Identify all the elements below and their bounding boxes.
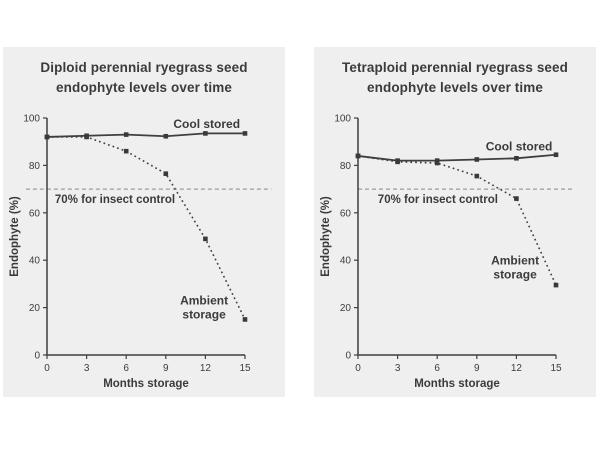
cool-stored-marker <box>123 132 129 137</box>
chart-plot: 70% for insect control 0 20 40 60 80 100 0 3 6 9 12… <box>9 114 272 390</box>
chart-panel-tetraploid: Tetraploid perennial ryegrass seed endoph… <box>314 47 596 397</box>
chart-plot: 70% for insect control 0 20 40 60 80 100 0 3 6 9 12… <box>320 114 575 390</box>
cool-stored-label: Cool stored <box>486 139 553 153</box>
ambient-storage-marker <box>44 134 50 140</box>
chart-title: Tetraploid perennial ryegrass seed endoph… <box>314 58 596 97</box>
ambient-storage-marker <box>84 134 89 140</box>
y-tick-label: 60 <box>340 208 352 219</box>
cool-stored-line <box>46 132 245 138</box>
cool-stored-line <box>357 153 557 162</box>
cool-stored-marker <box>434 158 440 163</box>
y-axis-label: Endophyte (%) <box>9 196 21 277</box>
x-tick-label: 9 <box>163 363 169 374</box>
ambient-storage-marker <box>355 153 361 159</box>
chart-title-line: endophyte levels over time <box>367 79 543 95</box>
x-tick-label: 0 <box>44 363 50 374</box>
x-tick-label: 6 <box>434 363 440 374</box>
x-tick-label: 12 <box>511 363 523 374</box>
x-tick-label: 15 <box>239 363 251 374</box>
cool-stored-marker <box>163 133 169 139</box>
y-tick-label: 40 <box>340 256 352 267</box>
ambient-storage-marker <box>163 171 169 176</box>
ambient-storage-marker <box>553 282 559 288</box>
chart-title: Diploid perennial ryegrass seed endophyte… <box>3 58 285 97</box>
y-tick-label: 40 <box>29 256 41 267</box>
ambient-storage-label: Ambient <box>491 253 539 267</box>
x-axis-label: Months storage <box>103 378 189 390</box>
chart-title-line: Diploid perennial ryegrass seed <box>40 60 248 75</box>
x-tick-label: 3 <box>395 363 401 374</box>
ambient-storage-marker <box>395 159 400 165</box>
y-tick-label: 0 <box>345 351 351 362</box>
cool-stored-marker <box>514 155 519 161</box>
y-tick-label: 100 <box>23 114 40 125</box>
cool-stored-marker <box>203 131 208 136</box>
cool-stored-label: Cool stored <box>173 117 240 131</box>
y-tick-label: 20 <box>340 303 352 314</box>
ambient-storage-line <box>357 155 557 286</box>
axes <box>357 118 556 356</box>
ambient-storage-marker <box>434 160 440 166</box>
threshold-label: 70% for insect control <box>55 194 175 206</box>
cool-stored-marker <box>553 152 559 158</box>
y-tick-label: 20 <box>29 303 41 314</box>
y-tick-label: 0 <box>34 351 40 362</box>
chart-title-line: endophyte levels over time <box>56 79 232 95</box>
ambient-storage-marker <box>474 173 480 179</box>
x-tick-label: 12 <box>200 363 212 374</box>
ambient-storage-label: storage <box>493 267 537 281</box>
x-tick-label: 0 <box>355 363 361 374</box>
ambient-storage-marker <box>514 196 519 201</box>
ambient-storage-marker <box>123 148 129 154</box>
x-tick-label: 6 <box>123 363 129 374</box>
y-tick-label: 100 <box>334 114 351 125</box>
cool-stored-marker <box>474 157 480 162</box>
ambient-storage-label: Ambient <box>180 294 228 308</box>
x-axis-label: Months storage <box>414 378 500 390</box>
y-tick-label: 80 <box>340 161 352 172</box>
x-tick-label: 3 <box>84 363 90 374</box>
y-axis-label: Endophyte (%) <box>320 196 332 277</box>
y-tick-label: 60 <box>29 208 41 219</box>
ambient-storage-label: storage <box>182 308 226 322</box>
ambient-storage-line <box>47 136 246 320</box>
chart-panel-diploid: Diploid perennial ryegrass seed endophyte… <box>3 47 285 397</box>
x-tick-label: 9 <box>474 363 480 374</box>
chart-title-line: Tetraploid perennial ryegrass seed <box>342 60 568 75</box>
ambient-storage-marker <box>203 236 208 242</box>
x-tick-label: 15 <box>550 363 562 374</box>
threshold-label: 70% for insect control <box>378 194 498 206</box>
ambient-storage-marker <box>242 317 248 322</box>
cool-stored-marker <box>242 131 248 136</box>
y-tick-label: 80 <box>29 161 41 172</box>
